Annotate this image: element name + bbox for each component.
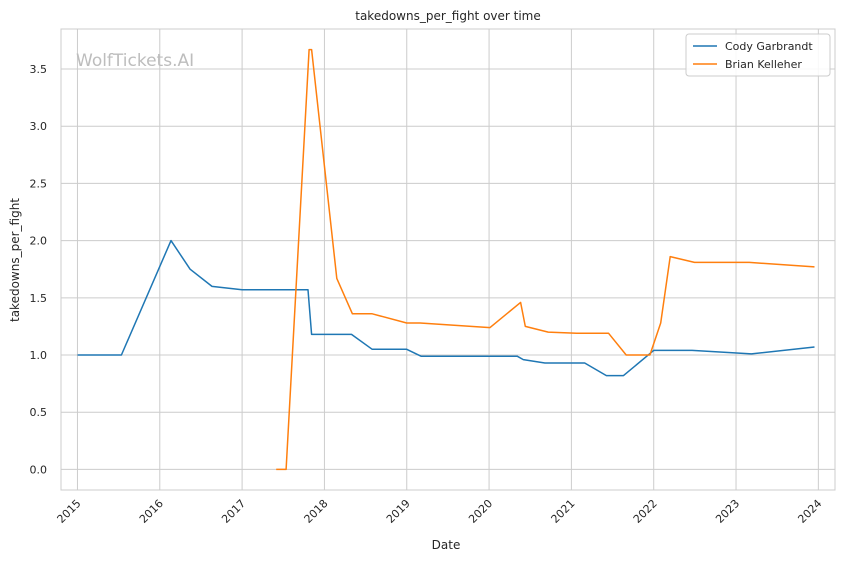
watermark: WolfTickets.AI [76,51,194,71]
series-lines [77,48,815,471]
y-tick-label: 0.5 [30,406,48,419]
chart-title: takedowns_per_fight over time [355,9,541,23]
y-tick-label: 1.0 [30,349,48,362]
plot-frame [60,28,836,491]
y-tick-label: 1.5 [30,292,48,305]
y-tick-label: 3.0 [30,120,48,133]
y-tick-label: 3.5 [30,63,48,76]
y-tick-label: 0.0 [30,463,48,476]
legend-box [685,33,831,77]
legend-label: Brian Kelleher [725,58,802,71]
y-tick-labels: 0.0 0.5 1.0 1.5 2.0 2.5 3.0 3.5 [30,63,48,476]
legend: Cody Garbrandt Brian Kelleher [685,33,831,77]
x-axis-label: Date [432,538,461,552]
legend-label: Cody Garbrandt [725,40,813,53]
series-line-1 [276,48,815,471]
grid-lines [61,29,835,490]
series-line-0 [77,239,815,377]
y-axis-label: takedowns_per_fight [8,198,22,322]
y-tick-label: 2.5 [30,177,48,190]
y-tick-label: 2.0 [30,235,48,248]
